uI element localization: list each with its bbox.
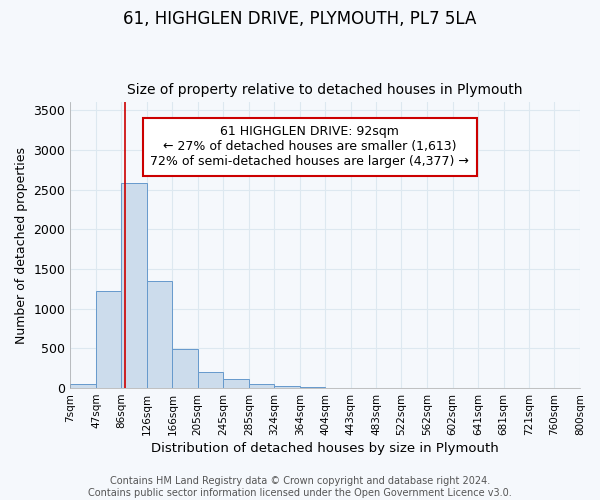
Title: Size of property relative to detached houses in Plymouth: Size of property relative to detached ho…: [127, 83, 523, 97]
Bar: [223, 380, 249, 388]
Bar: [274, 386, 300, 388]
Bar: [96, 291, 121, 388]
Bar: [121, 184, 147, 388]
Text: 61, HIGHGLEN DRIVE, PLYMOUTH, PL7 5LA: 61, HIGHGLEN DRIVE, PLYMOUTH, PL7 5LA: [124, 10, 476, 28]
Y-axis label: Number of detached properties: Number of detached properties: [15, 146, 28, 344]
Bar: [172, 349, 197, 388]
Bar: [147, 281, 172, 388]
X-axis label: Distribution of detached houses by size in Plymouth: Distribution of detached houses by size …: [151, 442, 499, 455]
Text: Contains HM Land Registry data © Crown copyright and database right 2024.
Contai: Contains HM Land Registry data © Crown c…: [88, 476, 512, 498]
Bar: [249, 384, 274, 388]
Text: 61 HIGHGLEN DRIVE: 92sqm
← 27% of detached houses are smaller (1,613)
72% of sem: 61 HIGHGLEN DRIVE: 92sqm ← 27% of detach…: [151, 125, 469, 168]
Bar: [70, 384, 96, 388]
Bar: [197, 372, 223, 388]
